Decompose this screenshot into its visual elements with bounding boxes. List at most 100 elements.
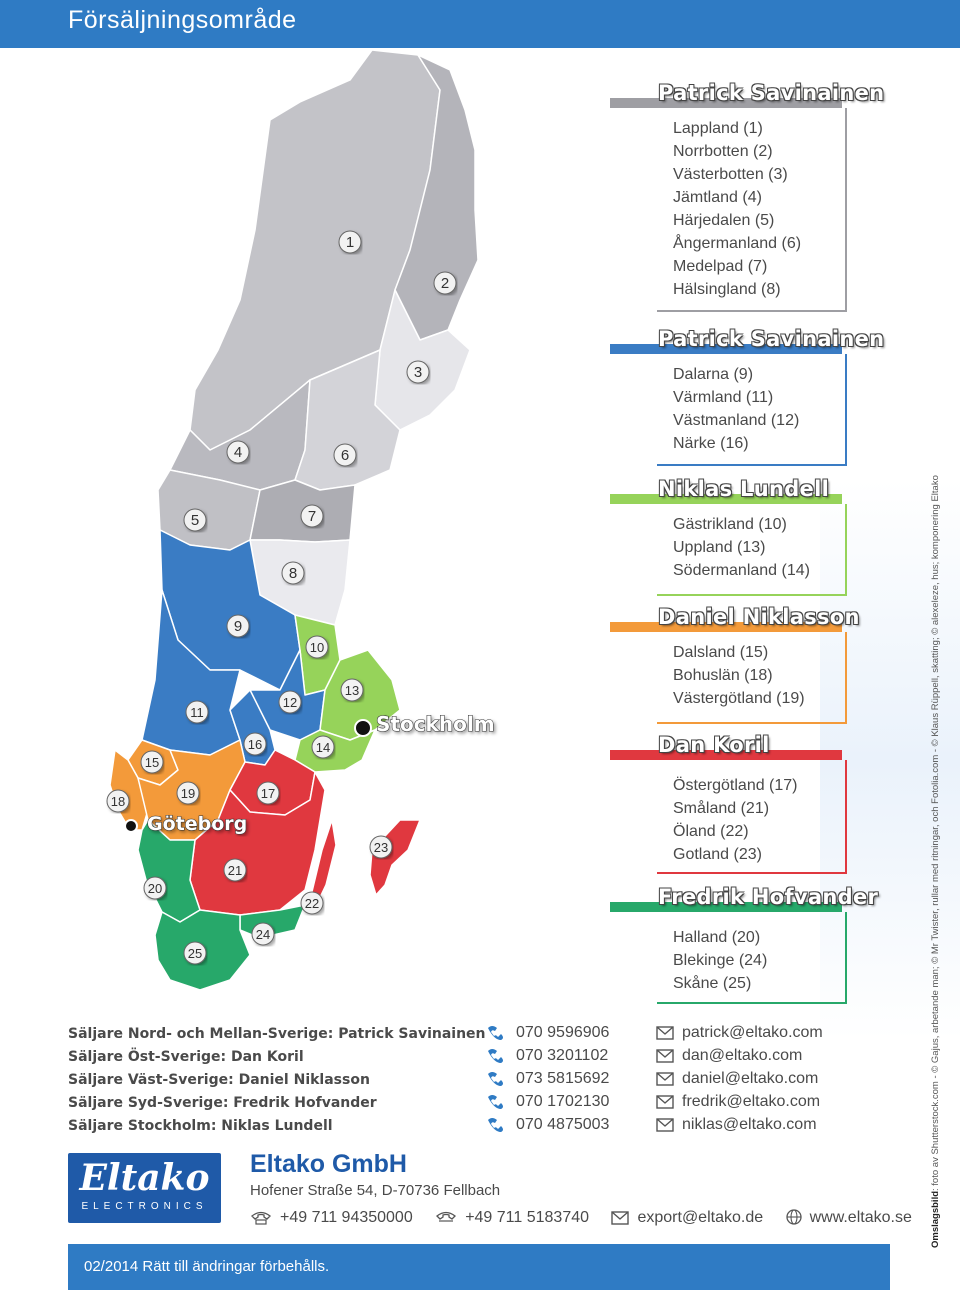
region-badge-circle — [243, 732, 267, 756]
contact-email-address: fredrik@eltako.com — [682, 1093, 821, 1110]
contact-phone-number: 070 3201102 — [516, 1047, 609, 1064]
region-list: Halland (20) Blekinge (24) Skåne (25) — [657, 912, 847, 1004]
region-item: Jämtland (4) — [673, 189, 762, 206]
envelope-icon — [656, 1026, 674, 1040]
region-badge: 24 — [251, 922, 275, 946]
region-badge-number: 2 — [441, 275, 449, 292]
group-header: Patrick Savinainen — [610, 81, 884, 112]
region-badge-circle — [369, 835, 393, 859]
region-badge-circle — [256, 781, 280, 805]
region-badge: 17 — [256, 781, 280, 805]
company-email[interactable]: export@eltako.de — [611, 1209, 763, 1226]
contact-email[interactable]: patrick@eltako.com — [656, 1024, 823, 1042]
region-badge-circle — [305, 635, 329, 659]
region-badge-circle — [406, 360, 430, 384]
region-item: Ångermanland (6) — [673, 235, 802, 252]
region-item: Södermanland (14) — [673, 562, 810, 579]
sweden-map: Stockholm Göteborg 123456789101112131415… — [106, 50, 495, 991]
region-item: Öland (22) — [673, 823, 749, 840]
region-item: Bohuslän (18) — [673, 667, 773, 684]
fax-icon — [436, 1211, 457, 1222]
group-name: Patrick Savinainen — [658, 327, 885, 351]
region-item: Västmanland (12) — [673, 412, 800, 429]
region-badge: 12 — [278, 690, 302, 714]
contact-row: Säljare Väst-Sverige: Daniel Niklasson 0… — [68, 1070, 828, 1093]
region-item: Dalarna (9) — [673, 366, 754, 383]
group-name: Dan Koril — [658, 733, 770, 757]
globe-icon — [785, 1209, 802, 1225]
contact-role: Säljare Stockholm: Niklas Lundell — [68, 1118, 333, 1134]
contact-email-address: niklas@eltako.com — [682, 1116, 817, 1133]
region-badge-number: 11 — [190, 705, 204, 720]
contact-role: Säljare Väst-Sverige: Daniel Niklasson — [68, 1072, 370, 1088]
credit-bold: Omslagsbild — [930, 1190, 941, 1248]
region-item: Östergötland (17) — [673, 777, 798, 794]
region-badge: 5 — [183, 508, 207, 532]
region-item: Närke (16) — [673, 435, 749, 452]
contact-role: Säljare Öst-Sverige: Dan Koril — [68, 1049, 304, 1065]
company-fax: +49 711 5183740 — [435, 1209, 589, 1226]
region-badge-number: 10 — [310, 640, 324, 655]
group-name: Patrick Savinainen — [658, 81, 885, 105]
region-item: Härjedalen (5) — [673, 212, 775, 229]
region-item: Gästrikland (10) — [673, 516, 787, 533]
region-item: Gotland (23) — [673, 846, 762, 863]
stockholm-marker — [354, 719, 372, 737]
region-item: Skåne (25) — [673, 975, 752, 992]
region-item: Lappland (1) — [673, 120, 763, 137]
region-badge: 16 — [243, 732, 267, 756]
region-badge: 15 — [140, 750, 164, 774]
region-badge-number: 1 — [346, 234, 354, 251]
decorative-background — [820, 480, 960, 1040]
contact-phone: 070 3201102 — [486, 1047, 608, 1065]
contact-phone-number: 070 9596906 — [516, 1024, 610, 1041]
region-badge-circle — [333, 443, 357, 467]
logo-subtitle: ELECTRONICS — [81, 1201, 208, 1212]
region-badge-number: 13 — [345, 683, 359, 698]
group-header: Fredrik Hofvander — [610, 885, 878, 916]
region-badge-circle — [300, 891, 324, 915]
goteborg-label: Göteborg — [147, 813, 247, 835]
region-badge-circle — [281, 561, 305, 585]
region-badge: 2 — [433, 271, 457, 295]
region-badge-number: 17 — [261, 786, 275, 801]
contact-email[interactable]: fredrik@eltako.com — [656, 1093, 820, 1111]
region-badge: 14 — [311, 735, 335, 759]
contact-email[interactable]: dan@eltako.com — [656, 1047, 802, 1065]
region-badge-circle — [183, 508, 207, 532]
contact-email[interactable]: daniel@eltako.com — [656, 1070, 818, 1088]
region-badge-number: 5 — [191, 512, 199, 529]
region-item: Blekinge (24) — [673, 952, 768, 969]
region-item: Värmland (11) — [673, 389, 774, 406]
region-badge-number: 8 — [289, 565, 297, 582]
region-badge-number: 23 — [374, 840, 388, 855]
logo-wordmark: Eltako — [79, 1157, 210, 1199]
region-badge-number: 12 — [283, 695, 297, 710]
region-list: Lappland (1) Norrbotten (2) Västerbotten… — [657, 108, 847, 312]
region-badge-circle — [340, 678, 364, 702]
contact-email[interactable]: niklas@eltako.com — [656, 1116, 817, 1134]
group-color-bar — [610, 622, 842, 632]
region-angermanland — [294, 349, 401, 491]
contact-role: Säljare Nord- och Mellan-Sverige: Patric… — [68, 1026, 486, 1042]
envelope-icon — [611, 1211, 630, 1225]
group-header: Patrick Savinainen — [610, 327, 884, 358]
contact-row: Säljare Syd-Sverige: Fredrik Hofvander 0… — [68, 1093, 828, 1116]
contact-phone-number: 070 1702130 — [516, 1093, 610, 1110]
mobile-phone-icon — [488, 1049, 503, 1063]
region-badge: 20 — [143, 876, 167, 900]
contact-email-address: dan@eltako.com — [682, 1047, 803, 1064]
region-badge: 9 — [226, 614, 250, 638]
region-badge-circle — [311, 735, 335, 759]
region-badge-circle — [300, 504, 324, 528]
region-badge-circle — [140, 750, 164, 774]
photo-credit: Omslagsbild: foto av Shutterstock.com - … — [930, 475, 941, 1248]
contact-phone-number: 073 5815692 — [516, 1070, 610, 1087]
region-badge: 19 — [176, 781, 200, 805]
contact-row: Säljare Stockholm: Niklas Lundell 070 48… — [68, 1116, 828, 1139]
region-badge: 10 — [305, 635, 329, 659]
company-web[interactable]: www.eltako.se — [785, 1209, 912, 1226]
eltako-logo: Eltako ELECTRONICS — [68, 1153, 221, 1223]
region-badge-number: 7 — [308, 508, 316, 525]
region-badge: 7 — [300, 504, 324, 528]
